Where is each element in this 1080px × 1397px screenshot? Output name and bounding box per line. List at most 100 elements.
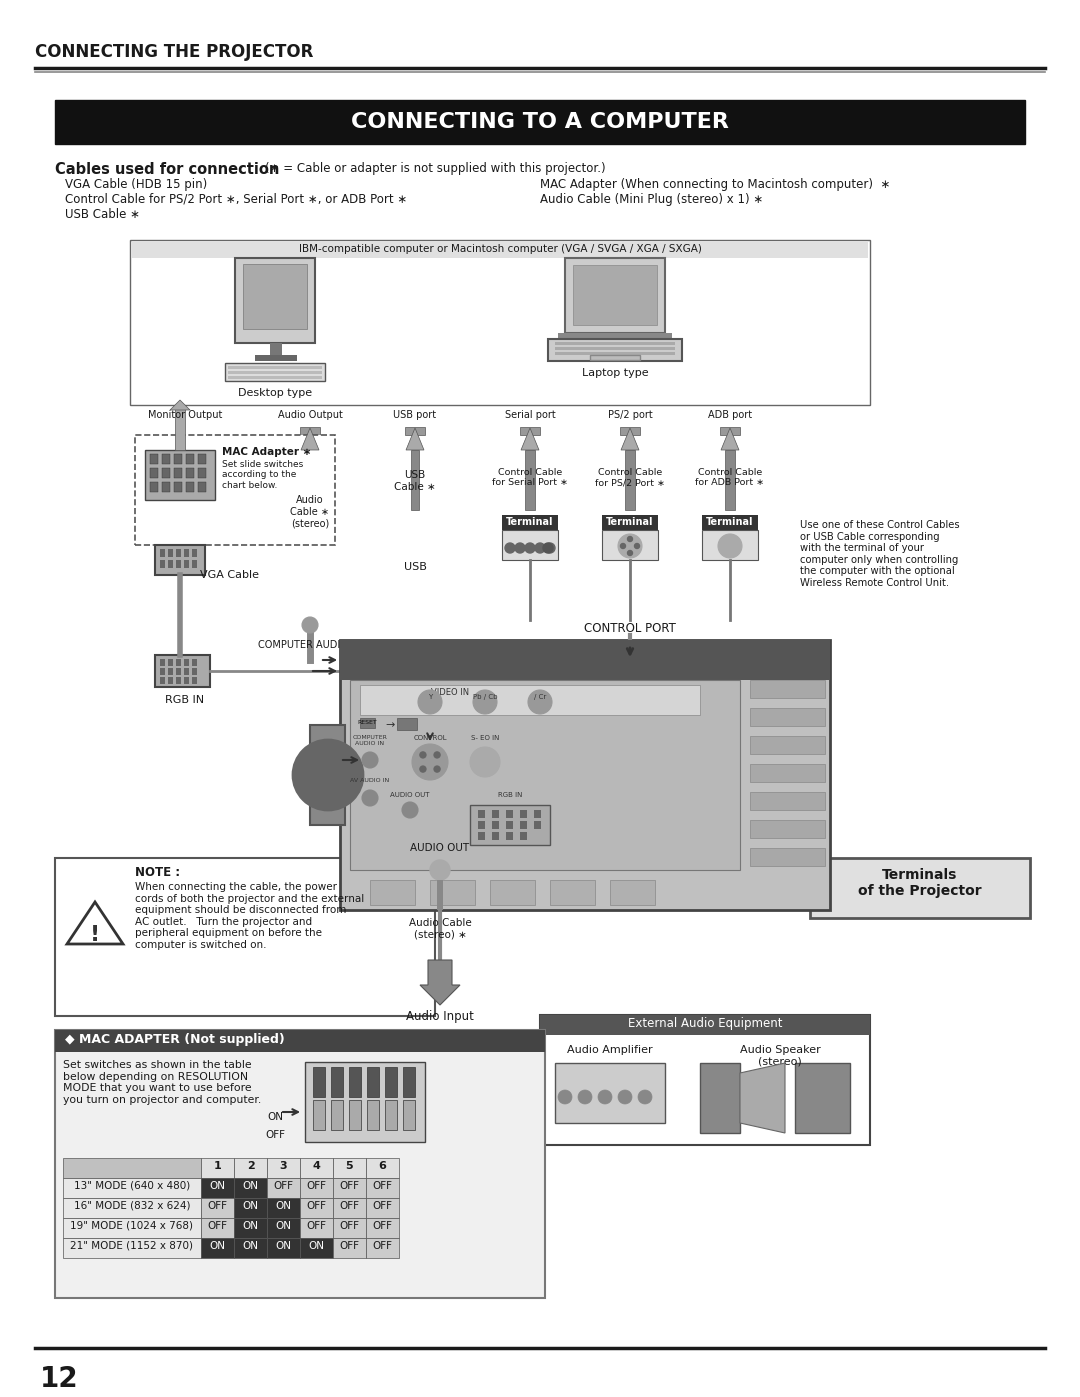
Bar (437, 880, 443, 909)
Bar (234, 1199, 267, 1218)
Bar (306, 450, 314, 490)
Text: Control Cable
for PS/2 Port ∗: Control Cable for PS/2 Port ∗ (595, 468, 665, 488)
Bar (175, 408, 185, 450)
Bar (160, 659, 165, 666)
Bar (625, 450, 635, 510)
Bar (176, 678, 181, 685)
Bar (130, 240, 870, 405)
Bar (725, 450, 735, 510)
Text: Monitor Output: Monitor Output (148, 409, 222, 420)
Text: ON: ON (309, 1241, 324, 1250)
Text: (∗ = Cable or adapter is not supplied with this projector.): (∗ = Cable or adapter is not supplied wi… (265, 162, 606, 175)
Circle shape (434, 766, 440, 773)
Bar (135, 434, 335, 545)
Text: Terminals
of the Projector: Terminals of the Projector (859, 868, 982, 898)
Bar (225, 363, 325, 381)
Bar (201, 1238, 234, 1259)
Bar (156, 545, 205, 576)
Text: Cables used for connection: Cables used for connection (55, 162, 280, 177)
Bar (507, 821, 513, 828)
Text: Control Cable for PS/2 Port ∗, Serial Port ∗, or ADB Port ∗: Control Cable for PS/2 Port ∗, Serial Po… (65, 193, 407, 205)
Polygon shape (420, 960, 460, 1004)
Bar (519, 427, 540, 434)
Text: MAC Adapter ∗: MAC Adapter ∗ (222, 447, 311, 457)
Bar (63, 1178, 201, 1199)
Bar (267, 1158, 300, 1178)
Text: Audio Cable (Mini Plug (stereo) x 1) ∗: Audio Cable (Mini Plug (stereo) x 1) ∗ (540, 193, 764, 205)
Bar (565, 258, 665, 332)
Bar (192, 659, 197, 666)
Bar (310, 725, 345, 826)
Bar (548, 339, 681, 360)
Text: AV AUDIO IN: AV AUDIO IN (350, 778, 390, 782)
Text: CONTROL PORT: CONTROL PORT (584, 622, 676, 636)
Bar (492, 821, 499, 828)
Circle shape (515, 543, 525, 553)
Text: 2: 2 (246, 1161, 255, 1171)
Text: OFF: OFF (339, 1221, 360, 1231)
Text: OFF: OFF (307, 1180, 326, 1192)
Bar (186, 468, 194, 478)
Text: ON: ON (243, 1241, 258, 1250)
Circle shape (618, 1090, 632, 1104)
Circle shape (635, 543, 639, 549)
Bar (478, 821, 485, 828)
Circle shape (434, 752, 440, 759)
Text: OFF: OFF (207, 1201, 228, 1211)
Text: Set slide switches
according to the
chart below.: Set slide switches according to the char… (222, 460, 303, 490)
Bar (360, 685, 700, 715)
Circle shape (293, 740, 363, 810)
Bar (558, 332, 672, 339)
Bar (555, 346, 675, 351)
Text: ◆ MAC ADAPTER (Not supplied): ◆ MAC ADAPTER (Not supplied) (65, 1032, 285, 1046)
Bar (55, 101, 1025, 144)
Bar (602, 515, 658, 529)
Bar (168, 668, 173, 675)
Text: COMPUTER AUDIO IN: COMPUTER AUDIO IN (258, 640, 362, 650)
Text: USB
Cable ∗: USB Cable ∗ (394, 469, 436, 492)
Circle shape (578, 1090, 592, 1104)
Bar (367, 1067, 379, 1097)
Bar (198, 468, 206, 478)
Text: 3: 3 (280, 1161, 287, 1171)
Text: OFF: OFF (373, 1180, 392, 1192)
Bar (300, 1158, 333, 1178)
Bar (267, 1238, 300, 1259)
Bar (201, 1178, 234, 1199)
Circle shape (420, 766, 426, 773)
Bar (330, 1067, 343, 1097)
Text: OFF: OFF (265, 1130, 285, 1140)
Bar (403, 1067, 415, 1097)
Text: OFF: OFF (373, 1241, 392, 1250)
Text: Audio
Cable ∗
(stereo): Audio Cable ∗ (stereo) (291, 495, 329, 528)
Text: OFF: OFF (307, 1221, 326, 1231)
Bar (176, 549, 181, 557)
Text: Laptop type: Laptop type (582, 367, 648, 379)
Bar (750, 708, 825, 726)
Bar (160, 668, 165, 675)
Polygon shape (170, 400, 190, 409)
Bar (201, 1218, 234, 1238)
Bar (555, 1063, 665, 1123)
Circle shape (627, 536, 633, 542)
Bar (174, 468, 183, 478)
Bar (267, 1178, 300, 1199)
Bar (63, 1218, 201, 1238)
Text: →: → (384, 719, 394, 731)
Bar (502, 515, 558, 529)
Text: S- EO IN: S- EO IN (471, 735, 499, 740)
Bar (349, 1067, 361, 1097)
Text: OFF: OFF (207, 1221, 228, 1231)
Text: OFF: OFF (339, 1241, 360, 1250)
Bar (590, 355, 640, 360)
Text: Serial port: Serial port (504, 409, 555, 420)
Bar (228, 366, 322, 369)
Polygon shape (67, 902, 123, 944)
Bar (333, 1218, 366, 1238)
Bar (366, 1199, 399, 1218)
Circle shape (718, 534, 742, 557)
Text: Control Cable
for Serial Port ∗: Control Cable for Serial Port ∗ (492, 468, 568, 488)
Bar (750, 792, 825, 810)
Bar (63, 1158, 201, 1178)
Circle shape (525, 543, 535, 553)
